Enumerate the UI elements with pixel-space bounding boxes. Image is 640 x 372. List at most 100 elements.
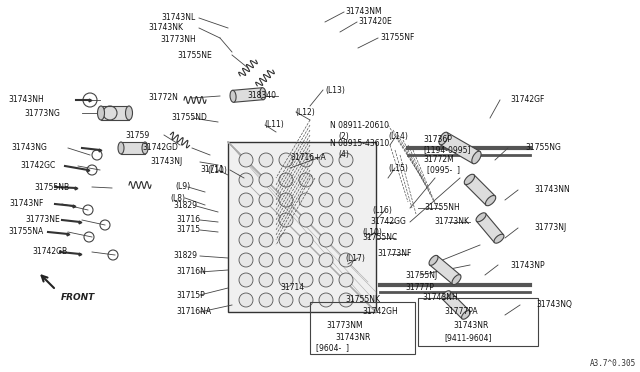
Ellipse shape (476, 213, 486, 222)
Circle shape (339, 273, 353, 287)
Ellipse shape (142, 142, 148, 154)
Circle shape (319, 273, 333, 287)
Text: 31715: 31715 (176, 225, 200, 234)
Circle shape (239, 293, 253, 307)
Ellipse shape (118, 142, 124, 154)
Text: [0995-  ]: [0995- ] (427, 166, 460, 174)
Text: 317420E: 317420E (358, 17, 392, 26)
Text: 31714: 31714 (280, 282, 304, 292)
Circle shape (279, 213, 293, 227)
Polygon shape (440, 132, 480, 164)
Text: [9604-  ]: [9604- ] (316, 343, 349, 353)
Text: 31743NH: 31743NH (8, 96, 44, 105)
Text: (L10): (L10) (362, 228, 382, 237)
Text: 31755NG: 31755NG (525, 144, 561, 153)
Circle shape (279, 253, 293, 267)
Circle shape (339, 233, 353, 247)
Text: (L17): (L17) (345, 253, 365, 263)
Text: 31743NF: 31743NF (10, 199, 44, 208)
Circle shape (339, 173, 353, 187)
Text: 31773NH: 31773NH (160, 35, 196, 45)
Circle shape (299, 233, 313, 247)
Text: A3.7^0.305: A3.7^0.305 (589, 359, 636, 368)
Text: 31755NJ: 31755NJ (405, 272, 437, 280)
Text: 31773NF: 31773NF (377, 250, 412, 259)
Text: 31716+A: 31716+A (291, 154, 326, 163)
Circle shape (259, 213, 273, 227)
Bar (228, 142, 376, 312)
Polygon shape (465, 175, 495, 205)
Text: 31743NR: 31743NR (453, 321, 488, 330)
Circle shape (299, 153, 313, 167)
Circle shape (239, 153, 253, 167)
Circle shape (319, 233, 333, 247)
Text: 318340: 318340 (247, 92, 276, 100)
Circle shape (279, 233, 293, 247)
Text: (L14): (L14) (388, 131, 408, 141)
Polygon shape (101, 106, 129, 120)
Circle shape (339, 193, 353, 207)
Text: 31777P: 31777P (405, 283, 434, 292)
Text: 31755NC: 31755NC (362, 234, 397, 243)
Circle shape (319, 193, 333, 207)
Ellipse shape (442, 291, 451, 299)
Text: (L12): (L12) (295, 108, 315, 116)
Circle shape (339, 293, 353, 307)
Circle shape (299, 193, 313, 207)
Text: 31716N: 31716N (176, 267, 206, 276)
Text: 31773NE: 31773NE (25, 215, 60, 224)
Text: (L13): (L13) (325, 86, 345, 94)
Circle shape (239, 173, 253, 187)
Circle shape (259, 273, 273, 287)
Text: (L9): (L9) (175, 183, 190, 192)
Text: 31743NJ: 31743NJ (151, 157, 183, 167)
Text: 31743NN: 31743NN (534, 186, 570, 195)
Ellipse shape (439, 132, 448, 145)
Text: 31742GG: 31742GG (370, 218, 406, 227)
Text: 31742GB: 31742GB (33, 247, 68, 257)
Circle shape (339, 213, 353, 227)
Ellipse shape (472, 151, 481, 164)
Text: N 08911-20610: N 08911-20610 (330, 121, 389, 129)
Circle shape (259, 253, 273, 267)
Text: 31743NH: 31743NH (422, 294, 458, 302)
Text: FRONT: FRONT (61, 293, 95, 302)
Text: 31755NB: 31755NB (35, 183, 70, 192)
Circle shape (319, 293, 333, 307)
Text: 31743NP: 31743NP (510, 260, 545, 269)
Bar (310, 302, 415, 354)
Text: 31773NK: 31773NK (434, 218, 469, 227)
Text: 31772M: 31772M (423, 155, 454, 164)
Ellipse shape (429, 255, 438, 265)
Text: 31759: 31759 (125, 131, 150, 140)
Circle shape (319, 173, 333, 187)
Ellipse shape (464, 174, 474, 185)
Text: (L16): (L16) (372, 205, 392, 215)
Text: 31755NK: 31755NK (345, 295, 380, 305)
Text: 31743NQ: 31743NQ (536, 301, 572, 310)
Text: 31773NJ: 31773NJ (534, 224, 566, 232)
Polygon shape (442, 291, 470, 319)
Text: (2): (2) (338, 131, 349, 141)
Circle shape (259, 293, 273, 307)
Ellipse shape (486, 195, 496, 206)
Circle shape (339, 153, 353, 167)
Text: [9411-9604]: [9411-9604] (444, 334, 492, 343)
Circle shape (299, 213, 313, 227)
Text: 31742GH: 31742GH (362, 308, 397, 317)
Ellipse shape (125, 106, 132, 120)
Text: 31742GC: 31742GC (20, 161, 56, 170)
Circle shape (319, 213, 333, 227)
Polygon shape (121, 142, 145, 154)
Circle shape (279, 153, 293, 167)
Text: 31742GF: 31742GF (510, 96, 545, 105)
Circle shape (279, 293, 293, 307)
Ellipse shape (452, 275, 461, 285)
Ellipse shape (260, 88, 266, 100)
Circle shape (299, 293, 313, 307)
Circle shape (259, 153, 273, 167)
Circle shape (239, 233, 253, 247)
Polygon shape (232, 88, 264, 102)
Circle shape (299, 273, 313, 287)
Circle shape (239, 253, 253, 267)
